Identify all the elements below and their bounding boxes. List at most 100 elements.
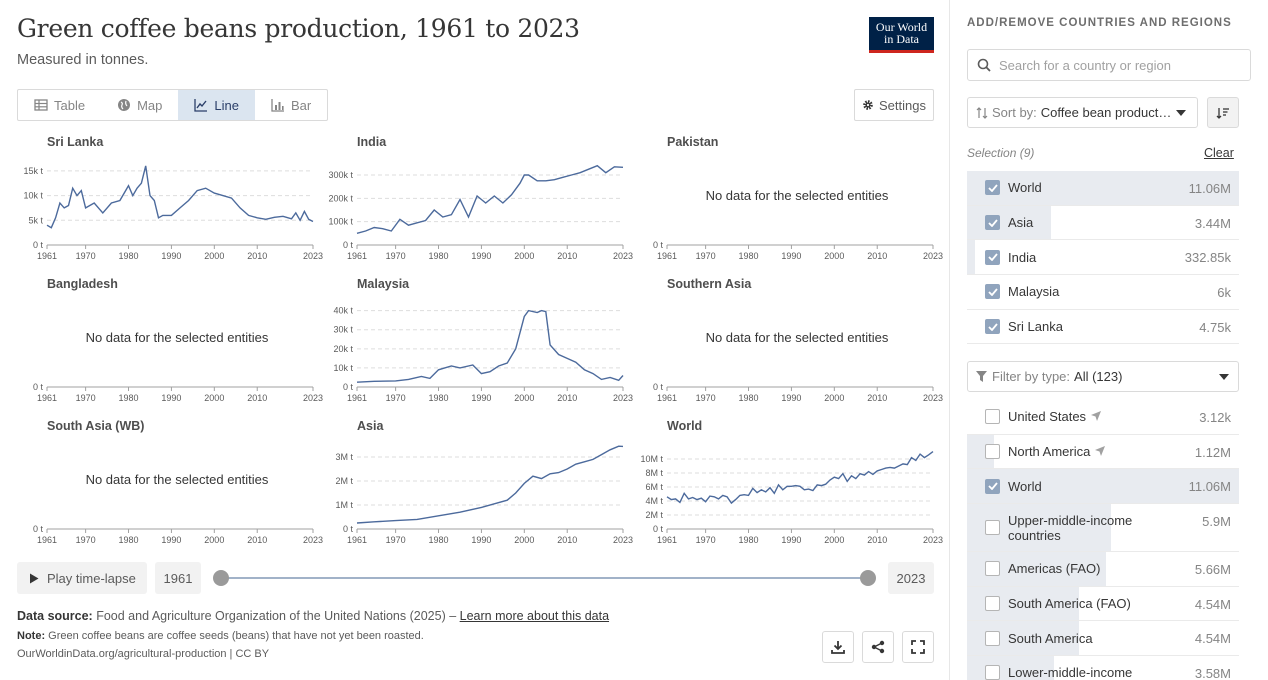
entity-checkbox[interactable] bbox=[985, 249, 1000, 265]
entity-name: Lower-middle-income bbox=[1008, 665, 1133, 680]
entity-row[interactable]: Malaysia 6k bbox=[967, 275, 1239, 310]
value-share-bar bbox=[967, 469, 1239, 504]
entity-row[interactable]: World 11.06M bbox=[967, 469, 1239, 505]
start-year-box[interactable]: 1961 bbox=[155, 562, 201, 594]
entity-value: 1.12M bbox=[1194, 444, 1231, 460]
panel-india: India 0 t 100k t 200k t 300k t 1961 1970 1980 1… bbox=[327, 135, 633, 265]
x-tick-label: 1980 bbox=[429, 535, 449, 545]
download-button[interactable] bbox=[822, 631, 854, 663]
check-icon bbox=[987, 253, 998, 262]
end-year-box[interactable]: 2023 bbox=[888, 562, 934, 594]
chart-svg: 0 t 10k t 20k t 30k t 40k t 1961 1970 1980 1990 2… bbox=[333, 306, 633, 403]
entity-checkbox[interactable] bbox=[985, 630, 1000, 646]
x-tick-label: 1990 bbox=[161, 393, 181, 403]
entity-row[interactable]: India 332.85k bbox=[967, 240, 1239, 276]
learn-more-link[interactable]: Learn more about this data bbox=[459, 609, 610, 623]
entity-checkbox[interactable] bbox=[985, 561, 1000, 577]
filter-type-dropdown[interactable]: Filter by type: All (123) bbox=[967, 361, 1239, 392]
series-line[interactable] bbox=[46, 165, 314, 229]
series-line[interactable] bbox=[666, 451, 934, 505]
series-line[interactable] bbox=[356, 445, 624, 524]
clear-selection-link[interactable]: Clear bbox=[1204, 146, 1234, 160]
tab-table[interactable]: Table bbox=[18, 90, 101, 120]
entity-value: 4.75k bbox=[1199, 319, 1231, 335]
x-tick-label: 1990 bbox=[471, 251, 491, 261]
filter-label: Filter by type: bbox=[992, 369, 1071, 384]
search-placeholder: Search for a country or region bbox=[999, 57, 1171, 73]
entity-checkbox[interactable] bbox=[985, 665, 1000, 680]
entity-row[interactable]: United States 3.12k bbox=[967, 400, 1239, 435]
entity-row[interactable]: Upper-middle-income countries 5.9M bbox=[967, 504, 1239, 553]
tab-line[interactable]: Line bbox=[178, 90, 255, 120]
panel-title: Bangladesh bbox=[47, 277, 118, 291]
x-tick-label: 2023 bbox=[303, 535, 323, 545]
value-share-bar bbox=[967, 240, 976, 275]
tab-bar[interactable]: Bar bbox=[255, 90, 327, 120]
line-chart-icon bbox=[194, 99, 208, 112]
timeline-end-handle[interactable] bbox=[860, 570, 876, 586]
panel-asia: Asia 0 t 1M t 2M t 3M t 1961 1970 1980 1990 2000… bbox=[327, 419, 633, 549]
entity-row[interactable]: Lower-middle-income 3.58M bbox=[967, 656, 1239, 680]
x-tick-label: 2010 bbox=[557, 535, 577, 545]
x-tick-label: 1970 bbox=[386, 251, 406, 261]
share-button[interactable] bbox=[862, 631, 894, 663]
entity-checkbox[interactable] bbox=[985, 180, 1000, 196]
x-tick-label: 2010 bbox=[867, 393, 887, 403]
x-tick-label: 2000 bbox=[514, 393, 534, 403]
search-input[interactable]: Search for a country or region bbox=[967, 49, 1251, 81]
x-tick-label: 2023 bbox=[613, 251, 633, 261]
tab-map[interactable]: Map bbox=[101, 90, 178, 120]
entity-checkbox[interactable] bbox=[985, 284, 1000, 300]
entity-selector-sidebar: ADD/REMOVE COUNTRIES AND REGIONS Search … bbox=[951, 0, 1268, 680]
entity-checkbox[interactable] bbox=[985, 409, 1000, 425]
entity-row[interactable]: World 11.06M bbox=[967, 171, 1239, 206]
x-tick-label: 1961 bbox=[657, 393, 677, 403]
fullscreen-button[interactable] bbox=[902, 631, 934, 663]
entity-value: 3.44M bbox=[1194, 215, 1231, 231]
filter-icon bbox=[976, 371, 987, 382]
play-timelapse-button[interactable]: Play time-lapse bbox=[17, 562, 147, 594]
entity-row[interactable]: North America 1.12M bbox=[967, 434, 1239, 470]
x-tick-label: 2010 bbox=[867, 535, 887, 545]
series-line[interactable] bbox=[356, 164, 624, 234]
entity-name: United States bbox=[1008, 409, 1087, 425]
x-tick-label: 1961 bbox=[347, 251, 367, 261]
entity-value: 332.85k bbox=[1184, 250, 1231, 266]
x-tick-label: 2000 bbox=[514, 535, 534, 545]
timeline-start-handle[interactable] bbox=[213, 570, 229, 586]
series-line[interactable] bbox=[356, 309, 624, 383]
settings-button[interactable]: Settings bbox=[854, 89, 934, 121]
entity-row[interactable]: Americas (FAO) 5.66M bbox=[967, 552, 1239, 587]
entity-checkbox[interactable] bbox=[985, 478, 1000, 494]
entity-checkbox[interactable] bbox=[985, 520, 1000, 536]
sort-descending-icon bbox=[1216, 107, 1229, 119]
x-tick-label: 2023 bbox=[923, 393, 943, 403]
y-tick-label: 0 t bbox=[33, 524, 44, 534]
entity-row[interactable]: South America 4.54M bbox=[967, 621, 1239, 657]
chart-title: Green coffee beans production, 1961 to 2… bbox=[17, 14, 580, 43]
source-label: Data source: bbox=[17, 609, 93, 623]
y-tick-label: 6M t bbox=[645, 482, 663, 492]
owid-logo[interactable]: Our World in Data bbox=[869, 17, 934, 53]
play-label: Play time-lapse bbox=[47, 570, 136, 586]
entity-row[interactable]: Sri Lanka 4.75k bbox=[967, 310, 1239, 345]
filter-value: All (123) bbox=[1074, 369, 1123, 384]
y-tick-label: 15k t bbox=[23, 166, 43, 176]
y-tick-label: 0 t bbox=[653, 382, 664, 392]
entity-row[interactable]: Asia 3.44M bbox=[967, 205, 1239, 241]
entity-checkbox[interactable] bbox=[985, 444, 1000, 460]
selection-count: Selection (9) bbox=[967, 146, 1035, 160]
timeline-track[interactable] bbox=[221, 577, 868, 579]
license-url[interactable]: OurWorldinData.org/agricultural-producti… bbox=[17, 648, 270, 660]
entity-checkbox[interactable] bbox=[985, 215, 1000, 231]
entity-name: South America bbox=[1008, 630, 1093, 646]
entity-checkbox[interactable] bbox=[985, 319, 1000, 335]
sort-dropdown[interactable]: Sort by: Coffee bean production bbox=[967, 97, 1198, 128]
sort-direction-button[interactable] bbox=[1207, 97, 1239, 128]
entity-row[interactable]: South America (FAO) 4.54M bbox=[967, 586, 1239, 622]
value-share-bar bbox=[967, 171, 1239, 205]
x-tick-label: 1970 bbox=[76, 535, 96, 545]
panel-title: Pakistan bbox=[667, 135, 719, 149]
entity-checkbox[interactable] bbox=[985, 596, 1000, 612]
